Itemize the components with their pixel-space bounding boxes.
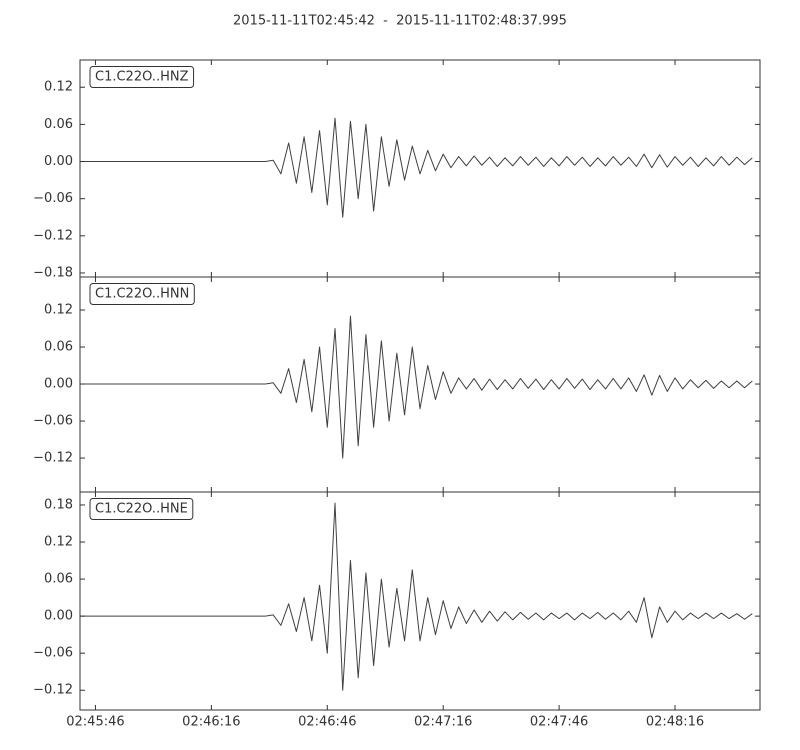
y-tick-label: 0.12 [44,303,73,318]
x-tick-label: 02:46:46 [298,715,356,730]
y-tick-label: 0.06 [44,117,73,132]
x-tick-label: 02:45:46 [66,715,124,730]
y-tick-label: −0.06 [33,414,73,429]
y-tick-label: −0.06 [33,191,73,206]
y-tick-label: −0.12 [33,683,73,698]
x-tick-label: 02:47:46 [530,715,588,730]
y-tick-label: 0.06 [44,340,73,355]
trace-label-box [89,498,194,520]
y-tick-label: 0.06 [44,572,73,587]
y-tick-label: −0.12 [33,228,73,243]
y-tick-label: 0.00 [44,377,73,392]
y-tick-label: 0.12 [44,535,73,550]
y-tick-label: 0.18 [44,497,73,512]
y-tick-label: 0.00 [44,154,73,169]
trace-label: C1.C22O..HNZ [95,70,189,85]
trace-label-box [89,283,195,305]
trace-label: C1.C22O..HNE [95,502,188,517]
x-tick-label: 02:48:16 [646,715,704,730]
y-tick-label: −0.18 [33,265,73,280]
y-tick-label: 0.00 [44,609,73,624]
trace-label-box [89,66,195,88]
x-tick-label: 02:47:16 [414,715,472,730]
y-tick-label: 0.12 [44,80,73,95]
trace [80,502,753,691]
trace [80,117,753,218]
chart-title: 2015-11-11T02:45:42 - 2015-11-11T02:48:3… [233,14,567,29]
y-tick-label: −0.12 [33,451,73,466]
panel-frame [79,59,761,278]
panel-frame [79,491,761,711]
y-tick-label: −0.06 [33,646,73,661]
x-tick-label: 02:46:16 [182,715,240,730]
trace [80,315,753,459]
trace-label: C1.C22O..HNN [95,287,189,302]
